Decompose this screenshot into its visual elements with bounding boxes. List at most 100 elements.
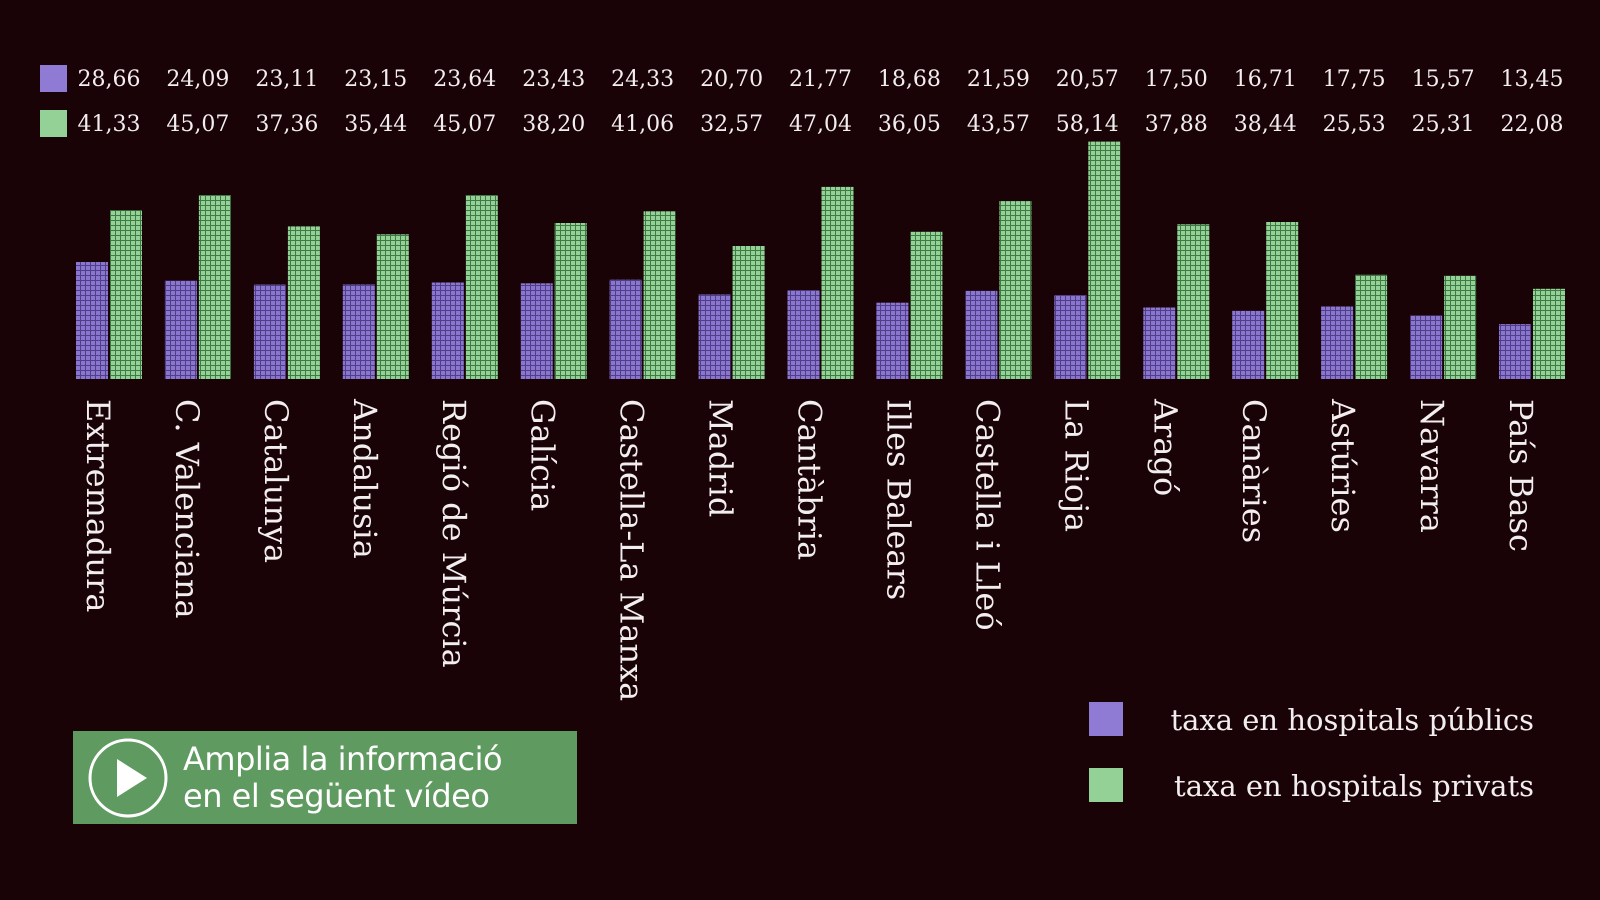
bar-public-regio-de-murcia	[431, 282, 464, 379]
value-private-c-valenciana: 45,07	[166, 112, 229, 137]
value-public-pais-basc: 13,45	[1501, 67, 1564, 92]
legend-swatch-private	[1089, 768, 1123, 802]
category-label-navarra: Navarra	[1413, 399, 1451, 533]
category-label-cantabria: Cantàbria	[791, 399, 829, 560]
bar-private-asturies	[1355, 274, 1388, 379]
value-private-cantabria: 47,04	[789, 112, 852, 137]
category-label-extremadura: Extremadura	[79, 399, 117, 612]
value-private-arago: 37,88	[1145, 112, 1208, 137]
video-button-line-2: en el següent vídeo	[183, 776, 490, 815]
bar-public-madrid	[698, 294, 731, 379]
bar-private-regio-de-murcia	[465, 195, 498, 379]
value-private-castella-la-manxa: 41,06	[611, 112, 674, 137]
legend-label-public: taxa en hospitals públics	[1170, 703, 1534, 737]
value-public-andalusia: 23,15	[344, 67, 407, 92]
bar-public-c-valenciana	[164, 280, 197, 379]
watch-video-button[interactable]: Amplia la informació en el següent vídeo	[73, 731, 577, 824]
video-button-line-1: Amplia la informació	[183, 739, 503, 778]
bar-private-castella-i-lleo	[999, 201, 1032, 379]
bar-public-illes-balears	[876, 302, 909, 379]
value-public-galicia: 23,43	[522, 67, 585, 92]
category-label-arago: Aragó	[1146, 398, 1184, 496]
bar-public-la-rioja	[1054, 295, 1087, 379]
value-private-navarra: 25,31	[1412, 112, 1475, 137]
bar-public-cantabria	[787, 290, 820, 379]
bar-public-castella-la-manxa	[609, 279, 642, 379]
bar-public-canaries	[1232, 310, 1265, 379]
value-public-c-valenciana: 24,09	[166, 67, 229, 92]
value-private-asturies: 25,53	[1323, 112, 1386, 137]
play-icon[interactable]	[87, 737, 169, 819]
bar-public-arago	[1143, 307, 1176, 379]
category-label-andalusia: Andalusia	[346, 398, 384, 559]
legend: taxa en hospitals públics taxa en hospit…	[1089, 702, 1534, 803]
value-public-castella-la-manxa: 24,33	[611, 67, 674, 92]
video-button-text: Amplia la informació en el següent vídeo	[183, 739, 503, 815]
category-label-c-valenciana: C. Valenciana	[168, 399, 206, 619]
private-row-swatch	[40, 110, 67, 137]
value-private-canaries: 38,44	[1234, 112, 1297, 137]
value-public-regio-de-murcia: 23,64	[433, 67, 496, 92]
public-values-row: 28,66 24,09 23,11 23,15 23,64 23,43 24,33 20,70…	[78, 67, 1564, 92]
bar-private-catalunya	[287, 226, 320, 379]
category-label-madrid: Madrid	[702, 399, 740, 517]
category-label-illes-balears: Illes Balears	[879, 399, 917, 600]
value-private-andalusia: 35,44	[344, 112, 407, 137]
bar-public-catalunya	[253, 284, 286, 379]
bar-public-pais-basc	[1499, 324, 1531, 379]
value-public-la-rioja: 20,57	[1056, 67, 1119, 92]
value-private-catalunya: 37,36	[255, 112, 318, 137]
value-public-arago: 17,50	[1145, 67, 1208, 92]
bar-private-c-valenciana	[198, 195, 231, 379]
category-label-galicia: Galícia	[524, 399, 562, 511]
category-label-castella-i-lleo: Castella i Lleó	[968, 399, 1006, 631]
bar-private-canaries	[1266, 222, 1299, 379]
value-public-asturies: 17,75	[1323, 67, 1386, 92]
value-public-canaries: 16,71	[1234, 67, 1297, 92]
bars-group	[76, 141, 1565, 379]
bar-public-castella-i-lleo	[965, 290, 998, 379]
bar-public-navarra	[1410, 315, 1443, 379]
value-public-navarra: 15,57	[1412, 67, 1475, 92]
category-label-castella-la-manxa: Castella-La Manxa	[613, 399, 651, 701]
category-label-regio-de-murcia: Regió de Múrcia	[435, 399, 473, 668]
value-private-pais-basc: 22,08	[1501, 112, 1564, 137]
bar-private-andalusia	[376, 234, 409, 379]
bar-public-extremadura	[76, 262, 108, 379]
public-row-swatch	[40, 65, 67, 92]
value-private-castella-i-lleo: 43,57	[967, 112, 1030, 137]
value-private-regio-de-murcia: 45,07	[433, 112, 496, 137]
value-public-madrid: 20,70	[700, 67, 763, 92]
category-labels: Extremadura C. Valenciana Catalunya Andalus…	[79, 398, 1540, 701]
value-public-illes-balears: 18,68	[878, 67, 941, 92]
bar-public-galicia	[520, 283, 553, 379]
legend-swatch-public	[1089, 702, 1123, 736]
value-private-galicia: 38,20	[522, 112, 585, 137]
value-public-castella-i-lleo: 21,59	[967, 67, 1030, 92]
category-label-la-rioja: La Rioja	[1057, 399, 1095, 532]
value-private-illes-balears: 36,05	[878, 112, 941, 137]
bar-private-arago	[1177, 224, 1210, 379]
category-label-pais-basc: País Basc	[1502, 399, 1540, 552]
bar-private-illes-balears	[910, 231, 943, 379]
bar-private-castella-la-manxa	[643, 211, 676, 379]
value-public-extremadura: 28,66	[78, 67, 141, 92]
bar-private-extremadura	[110, 210, 142, 379]
value-public-catalunya: 23,11	[255, 67, 318, 92]
category-label-canaries: Canàries	[1235, 399, 1273, 543]
bar-private-madrid	[732, 246, 765, 379]
value-public-cantabria: 21,77	[789, 67, 852, 92]
value-private-extremadura: 41,33	[78, 112, 141, 137]
category-label-catalunya: Catalunya	[257, 399, 295, 563]
bar-private-pais-basc	[1533, 288, 1565, 379]
category-label-asturies: Astúries	[1324, 398, 1362, 533]
bar-private-cantabria	[821, 186, 854, 379]
legend-label-private: taxa en hospitals privats	[1174, 769, 1534, 803]
bar-private-navarra	[1444, 275, 1477, 379]
value-private-madrid: 32,57	[700, 112, 763, 137]
bar-public-asturies	[1321, 306, 1354, 379]
bar-private-galicia	[554, 223, 587, 379]
bar-public-andalusia	[342, 284, 375, 379]
